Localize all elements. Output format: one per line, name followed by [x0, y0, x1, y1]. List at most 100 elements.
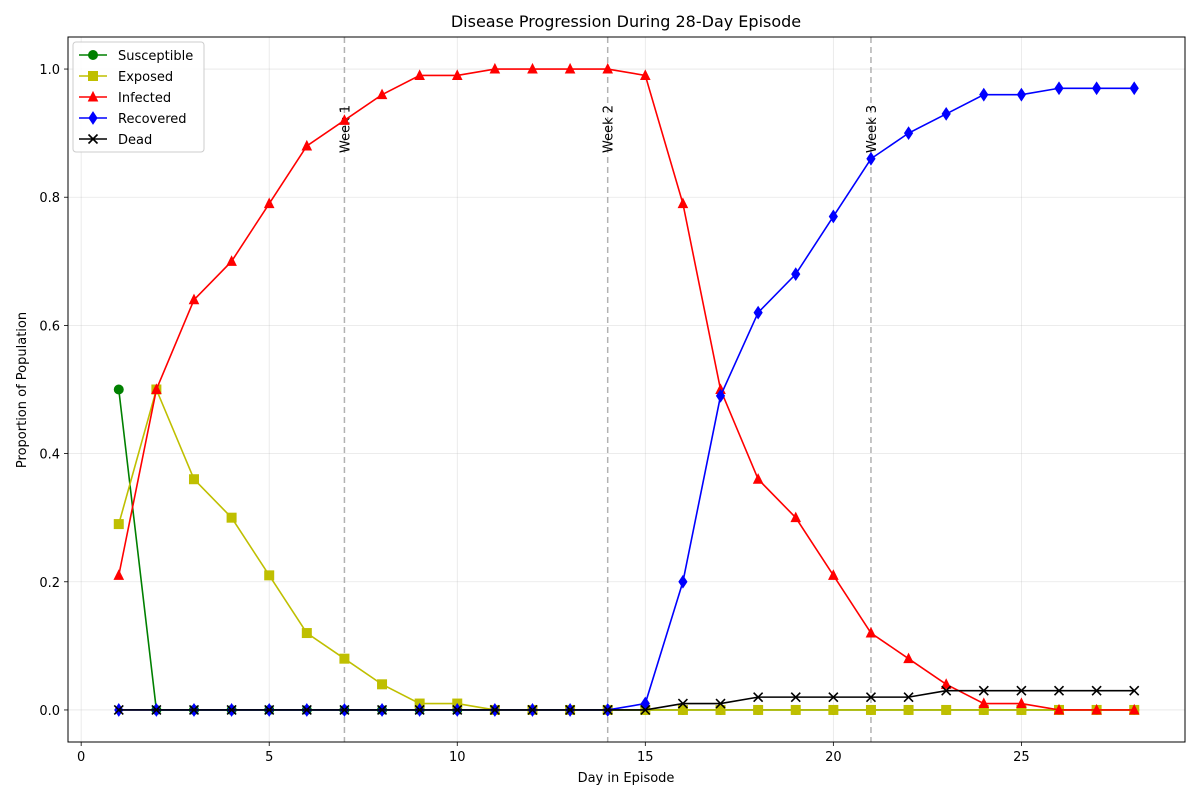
series-dead-point — [1053, 685, 1065, 696]
series-exposed-point — [865, 704, 876, 715]
series-dead-point — [527, 704, 538, 716]
series-exposed-point — [188, 474, 199, 485]
series-infected-point — [301, 139, 313, 151]
x-tick-label: 5 — [265, 750, 273, 765]
x-tick-label: 25 — [1013, 750, 1030, 765]
series-recovered-point — [1129, 81, 1139, 96]
series-dead-point — [828, 692, 839, 703]
series-recovered-point — [678, 574, 688, 589]
series-exposed-point — [828, 704, 839, 715]
grid — [68, 37, 1185, 742]
legend-label: Exposed — [118, 70, 173, 85]
legend-swatch-marker — [87, 133, 99, 145]
series-dead-point — [1016, 685, 1027, 696]
series-exposed-point — [903, 704, 914, 715]
series-recovered-point — [979, 87, 989, 102]
series-infected-point — [451, 69, 463, 80]
series-infected-point — [828, 569, 839, 580]
series-infected-point — [489, 62, 501, 74]
series-exposed-point — [226, 512, 237, 523]
legend-label: Recovered — [118, 112, 187, 127]
week-marker-label: Week 3 — [865, 105, 880, 153]
series-exposed-line — [118, 387, 1135, 711]
series-susceptible-point — [113, 384, 124, 395]
series-dead-point — [640, 704, 651, 716]
legend-swatch-marker — [88, 71, 98, 81]
series-exposed-point — [377, 679, 388, 690]
series-dead-point — [865, 692, 877, 703]
series-exposed-point — [753, 704, 764, 715]
series-infected-point — [903, 652, 914, 664]
series-recovered-point — [903, 126, 914, 141]
series-dead-point — [677, 698, 688, 709]
series-infected — [113, 62, 1140, 715]
series-dead-point — [301, 704, 312, 716]
series-infected-point — [677, 197, 689, 209]
legend: Susceptible Exposed Infected Recovered Dead — [72, 41, 205, 153]
series-dead-point — [489, 704, 500, 716]
series-infected-point — [1053, 703, 1065, 715]
x-tick-label: 20 — [825, 750, 842, 765]
plot-frame — [67, 36, 1186, 743]
y-tick-label: 0.2 — [39, 576, 60, 591]
series-dead-point — [339, 704, 350, 716]
series-exposed-point — [790, 704, 801, 715]
x-tick-label: 0 — [77, 750, 85, 765]
y-axis-label: Proportion of Population — [15, 312, 30, 468]
series-recovered-point — [1054, 81, 1064, 96]
series-infected-point — [376, 88, 388, 100]
axis-ticks: 0 5 10 15 20 25 0.0 0.2 0.4 0.6 0.8 1.0 — [39, 63, 1029, 765]
series-dead-point — [602, 704, 613, 716]
series-dead-point — [226, 704, 237, 716]
series-dead-point — [151, 704, 162, 716]
legend-swatch-marker — [87, 90, 99, 102]
series-dead-point — [188, 704, 200, 716]
series-recovered-point — [1092, 81, 1102, 96]
series-infected-point — [602, 62, 614, 74]
series-recovered-point — [828, 209, 838, 224]
series-dead-point — [565, 704, 576, 716]
series-recovered-point — [791, 267, 801, 282]
series-infected-point — [865, 626, 877, 638]
y-tick-label: 0.6 — [39, 319, 60, 334]
series-exposed-point — [264, 570, 275, 581]
series-infected-point — [639, 69, 651, 80]
series-dead-point — [1091, 685, 1102, 696]
series-dead-point — [903, 692, 914, 703]
legend-label: Dead — [118, 133, 152, 148]
series-dead-point — [113, 704, 124, 716]
series-dead-point — [790, 692, 801, 703]
legend-item-dead: Dead — [79, 133, 152, 148]
series-infected-point — [1128, 703, 1140, 715]
week-marker-label: Week 1 — [338, 105, 353, 153]
series-dead-point — [376, 704, 388, 716]
x-tick-label: 10 — [449, 750, 466, 765]
y-tick-label: 1.0 — [39, 63, 60, 78]
series-recovered-point — [941, 107, 951, 121]
series-recovered-point — [1016, 87, 1026, 102]
series-dead-point — [1129, 685, 1140, 696]
series-exposed-point — [941, 704, 952, 715]
series-infected-line — [117, 68, 1135, 711]
series-recovered-line — [118, 87, 1135, 711]
y-tick-label: 0.4 — [39, 448, 60, 463]
week-marker-label: Week 2 — [602, 105, 617, 153]
x-axis-label: Day in Episode — [578, 771, 675, 786]
series-infected-point — [527, 62, 538, 74]
series-exposed-point — [113, 519, 124, 530]
legend-label: Susceptible — [118, 49, 193, 64]
legend-swatch-marker — [88, 50, 98, 60]
series-infected-point — [226, 255, 237, 266]
legend-item-infected: Infected — [79, 90, 171, 106]
series-dead-point — [753, 692, 764, 703]
series-dead-point — [978, 685, 989, 696]
series-infected-point — [752, 473, 764, 484]
series-infected-point — [414, 69, 425, 80]
chart-title: Disease Progression During 28-Day Episod… — [451, 12, 801, 31]
series-dead-point — [414, 704, 425, 716]
series-exposed-point — [301, 628, 312, 639]
series-dead-point — [715, 698, 726, 709]
series-exposed-point — [677, 704, 688, 715]
series-infected-point — [188, 293, 200, 305]
